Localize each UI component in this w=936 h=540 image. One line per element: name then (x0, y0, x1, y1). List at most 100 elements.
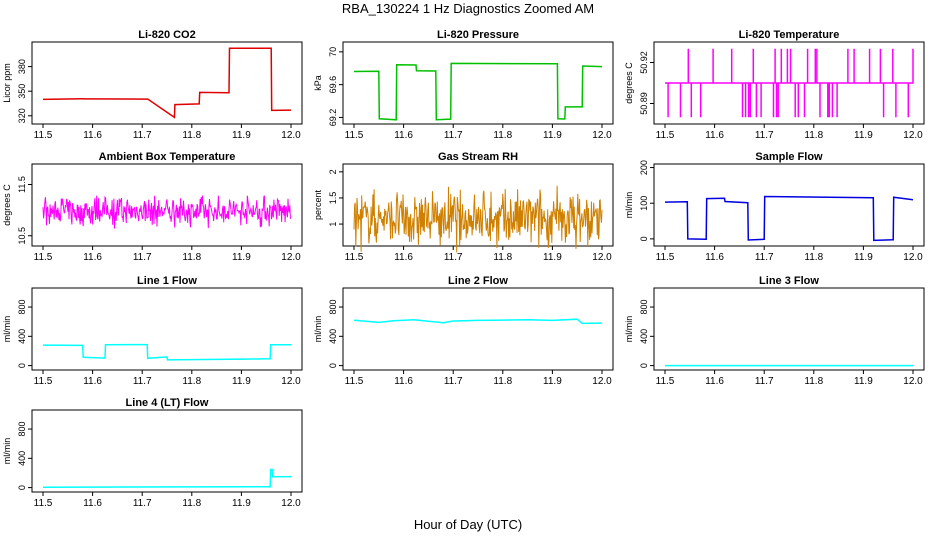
y-axis-label: kPa (313, 75, 323, 91)
x-tick-label: 11.8 (182, 376, 201, 387)
panel-1: Li-820 CO2 Licor ppm 11.5 11.6 11.7 11.8 11.9 1… (2, 29, 303, 141)
y-tick-label: 200 (639, 160, 649, 175)
x-tick-label: 11.7 (133, 252, 152, 263)
x-tick-label: 11.7 (755, 376, 774, 387)
panel-title: Li-820 Temperature (739, 29, 840, 41)
x-tick-label: 11.7 (133, 130, 152, 141)
x-tick-label: 11.8 (493, 130, 512, 141)
x-tick-label: 12.0 (281, 498, 301, 509)
y-tick-label: 100 (639, 196, 649, 211)
x-tick-label: 12.0 (281, 252, 301, 263)
panel-title: Line 1 Flow (137, 275, 197, 287)
y-tick-label: 10.5 (17, 227, 27, 245)
x-tick-label: 11.6 (705, 130, 724, 141)
panel-7: Line 1 Flow ml/min 11.5 11.6 11.7 11.8 11.9 12.… (2, 275, 303, 387)
plot-frame (342, 41, 614, 125)
y-tick-label: 400 (639, 329, 649, 344)
series-line (353, 62, 603, 121)
x-tick-label: 11.5 (656, 252, 675, 263)
panel-title: Line 3 Flow (759, 275, 819, 287)
x-tick-label: 11.6 (394, 130, 413, 141)
y-tick-label: 0 (639, 236, 649, 241)
x-tick-label: 12.0 (903, 252, 923, 263)
y-axis-label: ml/min (624, 316, 634, 343)
x-tick-label: 11.8 (804, 252, 823, 263)
panel-title: Line 4 (LT) Flow (126, 397, 209, 409)
y-tick-label: 2 (328, 169, 338, 174)
x-tick-label: 11.7 (444, 130, 463, 141)
x-tick-label: 11.7 (755, 130, 774, 141)
panel-10: Line 4 (LT) Flow ml/min 11.5 11.6 11.7 11.8 11… (2, 397, 303, 509)
panel-title: Gas Stream RH (438, 151, 518, 163)
y-axis-label: degrees C (2, 184, 12, 226)
y-tick-label: 1 (328, 222, 338, 227)
y-axis-label: percent (313, 189, 323, 220)
x-tick-label: 12.0 (592, 130, 612, 141)
x-tick-label: 11.5 (34, 252, 53, 263)
panel-6: Sample Flow ml/min 11.5 11.6 11.7 11.8 11.9 12.… (624, 151, 925, 263)
plot-frame (342, 163, 614, 247)
plot-frame (342, 287, 614, 371)
x-tick-label: 11.5 (345, 376, 364, 387)
x-tick-label: 11.7 (133, 376, 152, 387)
y-tick-label: 400 (17, 451, 27, 466)
x-tick-label: 11.8 (804, 130, 823, 141)
x-tick-label: 11.9 (543, 252, 562, 263)
x-tick-label: 11.8 (182, 498, 201, 509)
x-tick-label: 11.5 (34, 376, 53, 387)
x-tick-label: 11.5 (345, 252, 364, 263)
figure-title: RBA_130224 1 Hz Diagnostics Zoomed AM (341, 1, 595, 16)
x-tick-label: 11.7 (444, 376, 463, 387)
panel-title: Li-820 Pressure (437, 29, 519, 41)
series-line (664, 195, 914, 242)
plot-frame (31, 163, 303, 247)
y-tick-label: 800 (328, 300, 338, 315)
series-line (42, 195, 292, 229)
y-tick-label: 350 (17, 84, 27, 99)
x-tick-label: 11.9 (232, 376, 251, 387)
x-tick-label: 11.6 (83, 376, 102, 387)
x-tick-label: 11.6 (83, 252, 102, 263)
series-line (42, 468, 292, 488)
y-tick-label: 320 (17, 108, 27, 123)
panel-2: Li-820 Pressure kPa 11.5 11.6 11.7 11.8 11.9 12… (313, 29, 614, 141)
x-tick-label: 11.5 (34, 130, 53, 141)
x-tick-label: 11.9 (854, 376, 873, 387)
x-tick-label: 11.9 (232, 130, 251, 141)
series-line (42, 343, 291, 361)
series-line (42, 47, 292, 119)
y-axis-label: ml/min (2, 438, 12, 465)
y-tick-label: 0 (328, 363, 338, 368)
plot-frame (31, 287, 303, 371)
panel-title: Li-820 CO2 (138, 29, 195, 41)
x-tick-label: 11.6 (705, 252, 724, 263)
x-tick-label: 11.9 (232, 252, 251, 263)
x-tick-label: 11.8 (182, 130, 201, 141)
y-tick-label: 50.92 (639, 51, 649, 74)
y-tick-label: 0 (17, 363, 27, 368)
y-tick-label: 800 (17, 422, 27, 437)
x-tick-label: 11.8 (182, 252, 201, 263)
y-tick-label: 0 (17, 485, 27, 490)
x-tick-label: 11.9 (543, 376, 562, 387)
x-tick-label: 11.8 (804, 376, 823, 387)
x-tick-label: 11.5 (656, 130, 675, 141)
y-tick-label: 380 (17, 59, 27, 74)
y-tick-label: 800 (639, 300, 649, 315)
y-tick-label: 50.89 (639, 92, 649, 115)
panel-8: Line 2 Flow ml/min 11.5 11.6 11.7 11.8 11.9 12.… (313, 275, 614, 387)
x-tick-label: 12.0 (903, 376, 923, 387)
plot-frame (653, 287, 925, 371)
y-tick-label: 0 (639, 363, 649, 368)
x-tick-label: 11.6 (83, 130, 102, 141)
y-tick-label: 69.2 (328, 109, 338, 127)
x-tick-label: 11.9 (232, 498, 251, 509)
x-tick-label: 12.0 (592, 252, 612, 263)
y-tick-label: 11.5 (17, 176, 27, 193)
panel-3: Li-820 Temperature degrees C 11.5 11.6 11.7 1… (624, 29, 925, 141)
x-tick-label: 11.6 (705, 376, 724, 387)
series-line (665, 48, 914, 118)
y-tick-label: 70 (328, 47, 338, 57)
